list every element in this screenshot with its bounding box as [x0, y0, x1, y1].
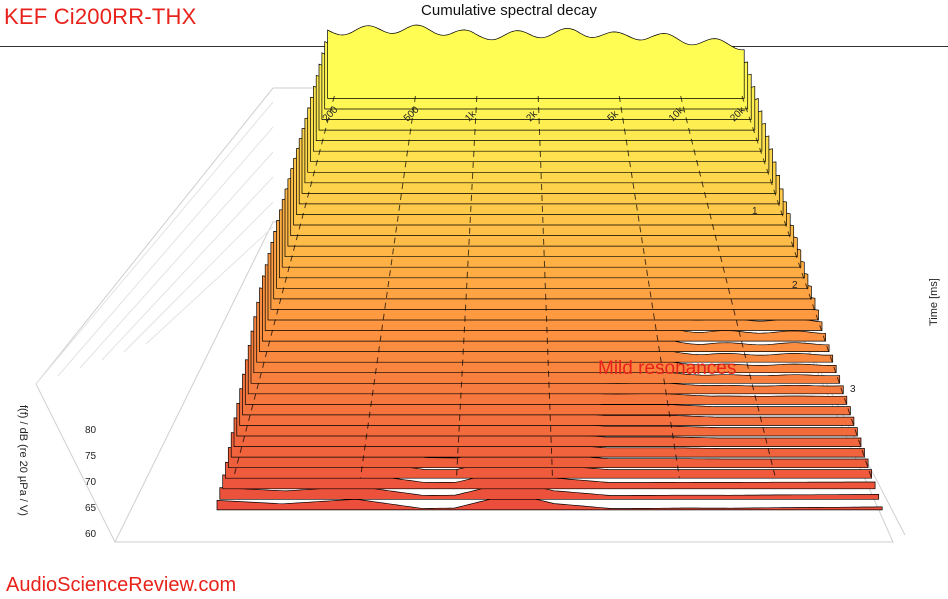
z-tick-label: 3 [850, 384, 856, 395]
left-wall-gridline [101, 176, 274, 361]
left-front-edge [35, 383, 116, 543]
left-wall-edge [35, 87, 274, 385]
left-wall-gridline [79, 151, 274, 369]
y-axis-title: f(f) / dB (re 20 µPa / V) [17, 405, 29, 516]
y-tick-label: 60 [85, 529, 97, 540]
x-gridline [618, 95, 680, 478]
z-tick-label: 2 [792, 280, 798, 291]
y-tick-label: 80 [85, 425, 97, 436]
x-gridline [455, 95, 478, 478]
decay-slices [216, 24, 883, 511]
y-tick-label: 65 [85, 503, 97, 514]
x-gridline [359, 95, 416, 478]
chart-title: Cumulative spectral decay [421, 2, 597, 19]
z-axis-title: Time [ms] [928, 278, 940, 326]
annotation-label: Mild resonances [598, 358, 737, 379]
z-tick-label: 1 [752, 206, 758, 217]
left-wall-gridline [123, 201, 274, 353]
decay-slice [327, 24, 745, 99]
decay-slice [216, 493, 883, 511]
left-wall-gridline [57, 126, 274, 377]
left-wall-gridline [145, 226, 274, 345]
x-gridline [537, 95, 554, 478]
x-gridline [741, 95, 872, 478]
left-wall-gridline [35, 101, 274, 385]
y-tick-label: 70 [85, 477, 97, 488]
brand-title: KEF Ci200RR-THX [4, 4, 197, 29]
y-tick-label: 75 [85, 451, 97, 462]
watermark: AudioScienceReview.com [6, 574, 237, 596]
